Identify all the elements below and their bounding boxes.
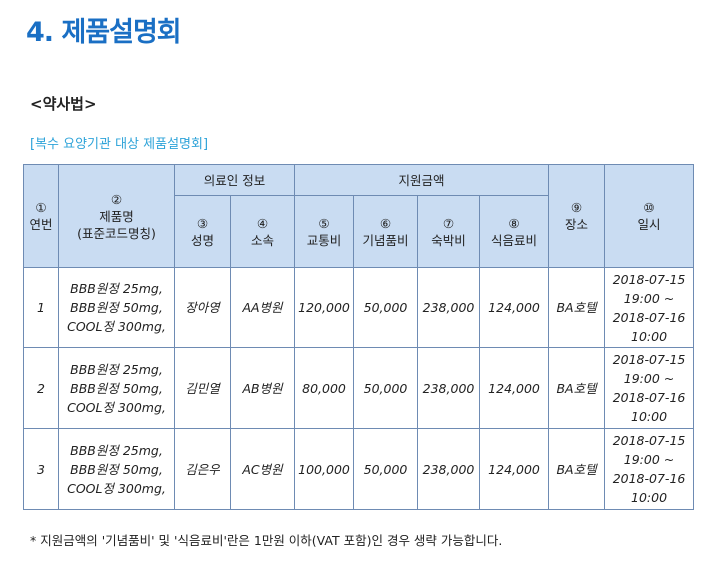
seminar-table: ① 연번 ② 제품명 (표준코드명칭) 의료인 정보 지원금액 ⑨ 장소 ⑩ 일… bbox=[23, 164, 695, 510]
cell-name: 장아영 bbox=[174, 267, 231, 348]
cell-transport: 100,000 bbox=[294, 428, 355, 510]
cell-meals: 124,000 bbox=[479, 347, 550, 429]
cell-place: BA호텔 bbox=[548, 428, 606, 510]
section-title: 4. 제품설명회 bbox=[26, 17, 182, 48]
cell-lodging: 238,000 bbox=[417, 267, 481, 348]
cell-product: BBB원정 25mg, BBB원정 50mg, COOL정 300mg, bbox=[58, 347, 175, 429]
cell-lodging: 238,000 bbox=[417, 428, 481, 510]
cell-no: 2 bbox=[23, 347, 59, 429]
cell-datetime: 2018-07-15 19:00 ~ 2018-07-16 10:00 bbox=[604, 428, 695, 510]
header-place: ⑨ 장소 bbox=[548, 164, 606, 268]
header-affiliation: ④ 소속 bbox=[229, 195, 296, 268]
cell-meals: 124,000 bbox=[479, 428, 550, 510]
cell-name: 김민열 bbox=[174, 347, 231, 429]
cell-affiliation: AB병원 bbox=[229, 347, 296, 429]
cell-name: 김은우 bbox=[174, 428, 231, 510]
header-product: ② 제품명 (표준코드명칭) bbox=[58, 164, 175, 268]
law-heading: <약사법> bbox=[30, 95, 97, 113]
cell-no: 1 bbox=[23, 267, 59, 348]
cell-souvenir: 50,000 bbox=[353, 267, 419, 348]
cell-datetime: 2018-07-15 19:00 ~ 2018-07-16 10:00 bbox=[604, 267, 695, 348]
footnote: * 지원금액의 '기념품비' 및 '식음료비'란은 1만원 이하(VAT 포함)… bbox=[30, 533, 503, 548]
table-row: 3 BBB원정 25mg, BBB원정 50mg, COOL정 300mg, 김… bbox=[23, 428, 695, 510]
header-support: 지원금액 bbox=[294, 164, 550, 196]
header-lodging: ⑦ 숙박비 bbox=[417, 195, 481, 268]
cell-meals: 124,000 bbox=[479, 267, 550, 348]
cell-souvenir: 50,000 bbox=[353, 428, 419, 510]
header-medical-info: 의료인 정보 bbox=[173, 164, 296, 196]
cell-transport: 120,000 bbox=[294, 267, 355, 348]
cell-affiliation: AC병원 bbox=[229, 428, 296, 510]
table-row: 2 BBB원정 25mg, BBB원정 50mg, COOL정 300mg, 김… bbox=[23, 347, 695, 429]
table-row: 1 BBB원정 25mg, BBB원정 50mg, COOL정 300mg, 장… bbox=[23, 267, 695, 348]
header-transport: ⑤ 교통비 bbox=[294, 195, 355, 268]
header-name: ③ 성명 bbox=[174, 195, 231, 268]
cell-product: BBB원정 25mg, BBB원정 50mg, COOL정 300mg, bbox=[58, 267, 175, 348]
cell-transport: 80,000 bbox=[294, 347, 355, 429]
table-caption: [복수 요양기관 대상 제품설명회] bbox=[30, 137, 209, 152]
header-datetime: ⑩ 일시 bbox=[604, 164, 695, 268]
header-meals: ⑧ 식음료비 bbox=[479, 195, 550, 268]
cell-souvenir: 50,000 bbox=[353, 347, 419, 429]
cell-place: BA호텔 bbox=[548, 347, 606, 429]
header-no: ① 연번 bbox=[23, 164, 59, 268]
cell-no: 3 bbox=[23, 428, 59, 510]
cell-lodging: 238,000 bbox=[417, 347, 481, 429]
cell-affiliation: AA병원 bbox=[229, 267, 296, 348]
cell-place: BA호텔 bbox=[548, 267, 606, 348]
header-souvenir: ⑥ 기념품비 bbox=[353, 195, 419, 268]
cell-datetime: 2018-07-15 19:00 ~ 2018-07-16 10:00 bbox=[604, 347, 695, 429]
cell-product: BBB원정 25mg, BBB원정 50mg, COOL정 300mg, bbox=[58, 428, 175, 510]
